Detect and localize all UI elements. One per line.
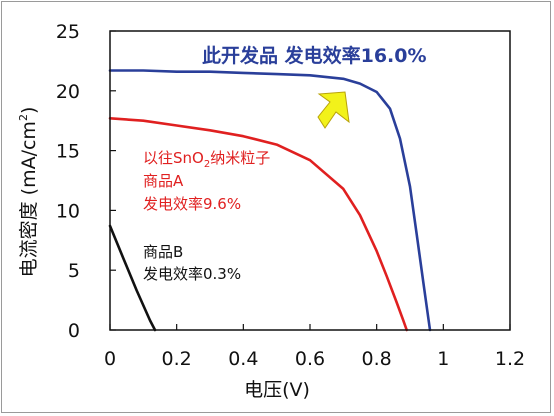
x-axis-ticks: 0 0.2 0.4 0.6 0.8 1 1.2 bbox=[104, 324, 525, 370]
series-line-3 bbox=[108, 224, 157, 332]
annotation-red-line3: 发电效率9.6% bbox=[143, 195, 241, 213]
annotation-black: 商品B 发电效率0.3% bbox=[143, 243, 241, 283]
y-tick-label: 20 bbox=[56, 81, 80, 103]
y-tick-label: 10 bbox=[56, 200, 80, 222]
y-tick-label: 5 bbox=[68, 260, 80, 282]
x-tick-label: 1 bbox=[437, 348, 449, 370]
y-tick-label: 0 bbox=[68, 320, 80, 342]
x-tick-label: 0.4 bbox=[228, 348, 258, 370]
x-axis-label: 电压(V) bbox=[244, 379, 310, 401]
series-layer bbox=[108, 69, 432, 332]
plot-area-border bbox=[109, 30, 511, 331]
x-tick-label: 0 bbox=[104, 348, 116, 370]
x-tick-label: 0.6 bbox=[295, 348, 325, 370]
highlight-arrow-icon bbox=[317, 91, 350, 129]
annotation-red-line2: 商品A bbox=[143, 172, 184, 190]
y-axis-label: 电流密度 (mA/cm2) bbox=[17, 107, 40, 278]
series-line-1 bbox=[108, 69, 432, 332]
annotation-black-line2: 发电效率0.3% bbox=[143, 265, 241, 283]
chart-title: 此开发品 发电效率16.0% bbox=[202, 44, 427, 67]
series-line-2 bbox=[108, 117, 408, 332]
x-tick-label: 0.8 bbox=[362, 348, 392, 370]
y-axis-ticks: 0 5 10 15 20 25 bbox=[56, 21, 116, 342]
y-tick-label: 25 bbox=[56, 21, 80, 43]
annotation-black-line1: 商品B bbox=[143, 243, 183, 261]
x-tick-label: 0.2 bbox=[162, 348, 192, 370]
x-tick-label: 1.2 bbox=[495, 348, 525, 370]
annotation-red-line1: 以往SnO2纳米粒子 bbox=[143, 149, 270, 170]
y-tick-label: 15 bbox=[56, 141, 80, 163]
annotation-red: 以往SnO2纳米粒子 商品A 发电效率9.6% bbox=[143, 149, 275, 213]
